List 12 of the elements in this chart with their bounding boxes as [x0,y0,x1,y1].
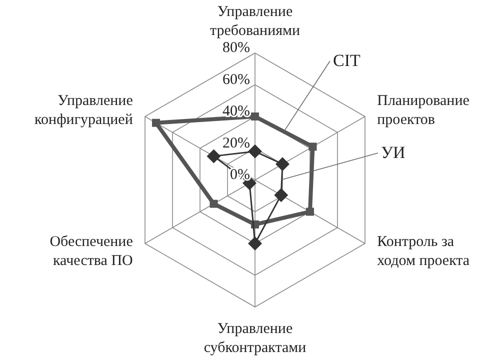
text: УИ [381,143,406,162]
spoke-label: Управление конфигурацией [34,93,134,128]
text: СІТ [333,51,361,70]
y-tick-label: 80% [222,40,250,56]
spoke-label: Управление требованиями [210,4,300,39]
spoke-label: Обеспечение качества ПО [50,234,134,269]
spoke-label: Контроль за ходом проекта [377,234,470,269]
y-tick-label: 20% [222,135,250,152]
y-tick-label: 40% [222,104,250,120]
y-tick-label: 60% [222,72,250,88]
spoke-label: Управление субконтрактами [204,321,306,356]
spoke-label: Планирование проектов [377,93,470,128]
